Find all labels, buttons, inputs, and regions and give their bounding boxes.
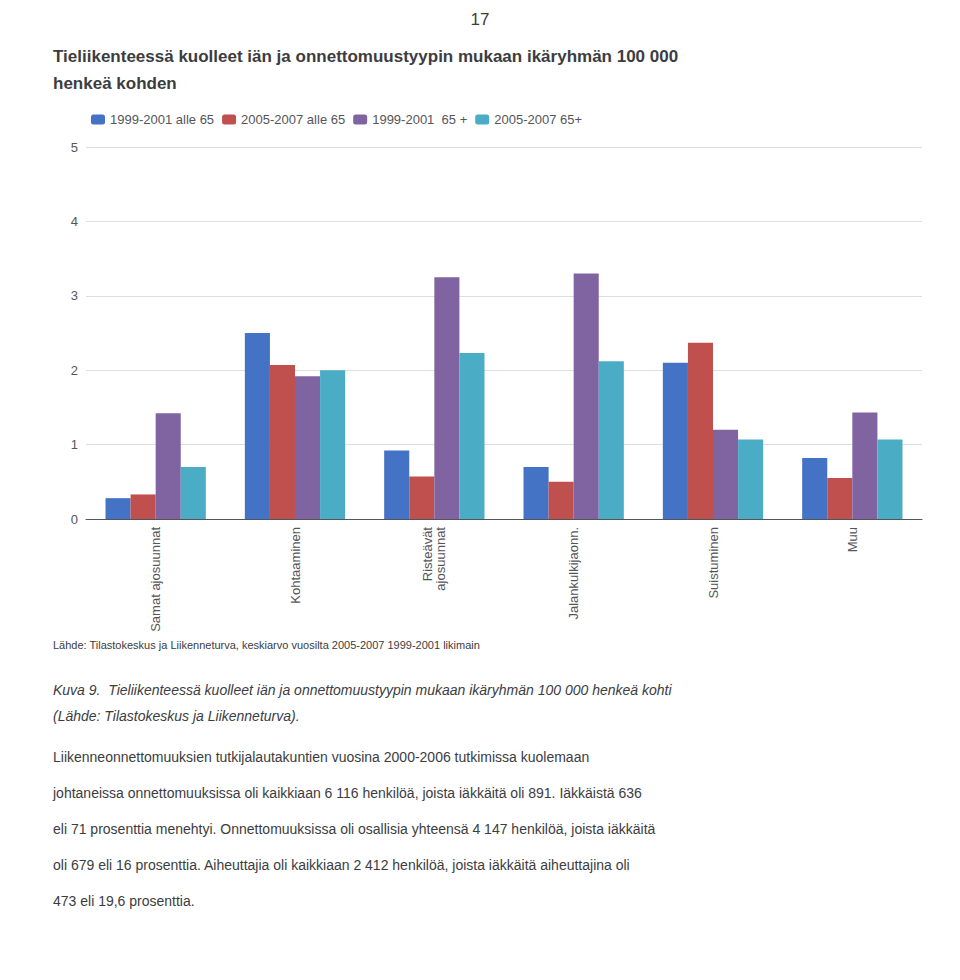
svg-text:5: 5 [71, 140, 78, 155]
svg-text:4: 4 [71, 214, 78, 229]
svg-text:2005-2007 65+: 2005-2007 65+ [494, 112, 582, 127]
svg-text:eli 71 prosenttia menehtyi. On: eli 71 prosenttia menehtyi. Onnettomuuks… [53, 821, 656, 837]
svg-text:3: 3 [71, 288, 78, 303]
svg-text:ajosuunnat: ajosuunnat [433, 527, 448, 591]
svg-text:2: 2 [71, 363, 78, 378]
svg-text:Samat ajosuunnat: Samat ajosuunnat [148, 527, 163, 632]
svg-text:1999-2001 65 +: 1999-2001 65 + [372, 112, 467, 127]
svg-text:Suistuminen: Suistuminen [706, 527, 721, 599]
svg-text:Kohtaaminen: Kohtaaminen [288, 527, 303, 604]
svg-text:johtaneissa onnettomuuksissa o: johtaneissa onnettomuuksissa oli kaikkia… [52, 785, 642, 801]
svg-text:Lähde: Tilastokeskus ja Liiken: Lähde: Tilastokeskus ja Liikenneturva, k… [53, 639, 480, 651]
svg-text:473 eli 19,6 prosenttia.: 473 eli 19,6 prosenttia. [53, 893, 195, 909]
svg-text:henkeä kohden: henkeä kohden [53, 74, 177, 93]
svg-text:Liikenneonnettomuuksien tutkij: Liikenneonnettomuuksien tutkijalautakunt… [53, 749, 589, 765]
svg-text:oli 679 eli 16 prosenttia. Aih: oli 679 eli 16 prosenttia. Aiheuttajia o… [53, 857, 630, 873]
svg-text:1999-2001 alle 65: 1999-2001 alle 65 [110, 112, 214, 127]
svg-text:(Lähde: Tilastokeskus ja Liike: (Lähde: Tilastokeskus ja Liikenneturva). [53, 708, 300, 724]
svg-text:2005-2007 alle 65: 2005-2007 alle 65 [241, 112, 345, 127]
svg-text:Muu: Muu [845, 527, 860, 552]
svg-text:0: 0 [71, 512, 78, 527]
svg-text:17: 17 [471, 10, 490, 29]
svg-text:Risteävät: Risteävät [420, 527, 436, 582]
svg-text:Jalankulkijaonn.: Jalankulkijaonn. [566, 527, 581, 620]
svg-text:Kuva 9. Tieliikenteessä kuoll: Kuva 9. Tieliikenteessä kuolleet iän ja … [53, 682, 672, 698]
svg-text:Tieliikenteessä kuolleet iän j: Tieliikenteessä kuolleet iän ja onnettom… [53, 47, 678, 66]
svg-text:1: 1 [71, 437, 78, 452]
